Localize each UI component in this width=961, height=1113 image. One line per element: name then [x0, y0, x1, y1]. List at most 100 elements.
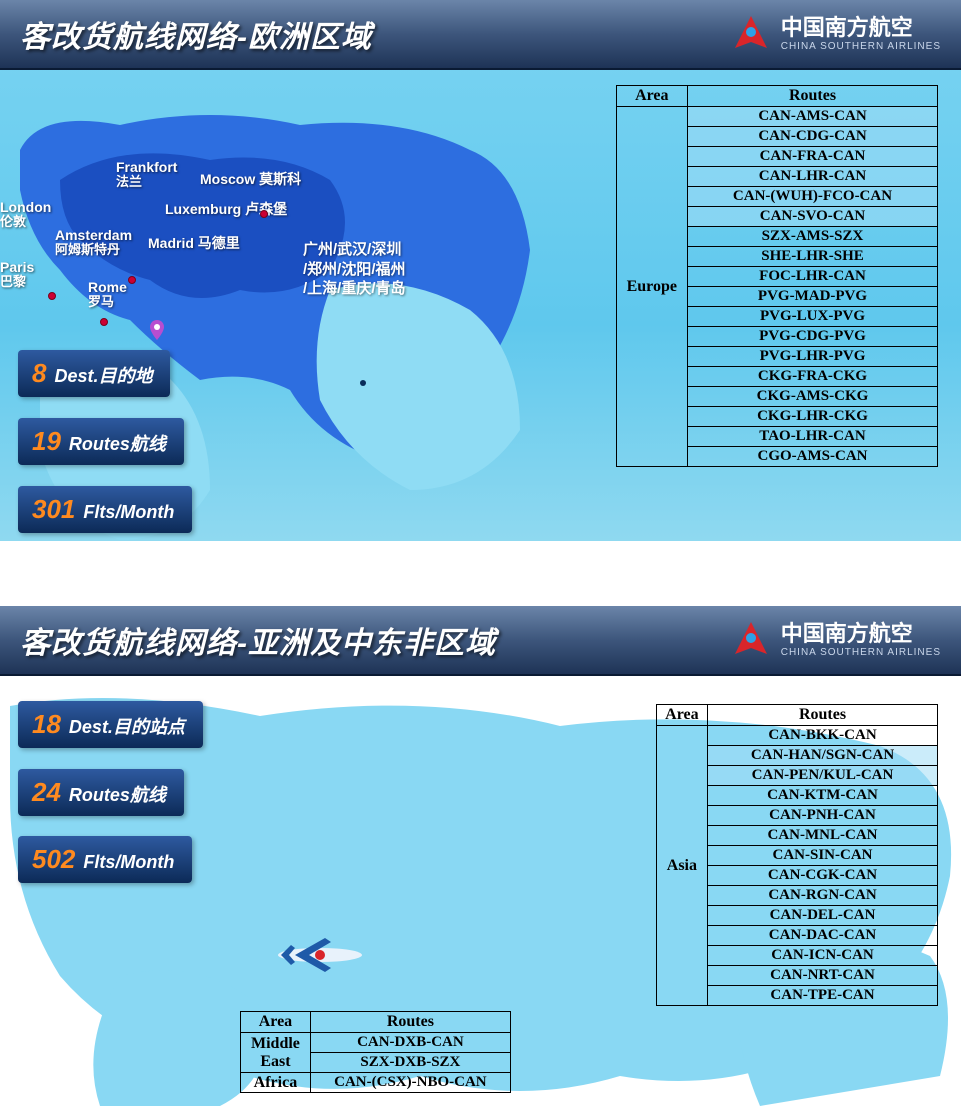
route-cell: CAN-CGK-CAN — [708, 866, 938, 886]
route-cell: CAN-RGN-CAN — [708, 886, 938, 906]
route-cell: CAN-PNH-CAN — [708, 806, 938, 826]
badge-number: 19 — [32, 426, 61, 457]
brand-zh: 中国南方航空 — [781, 622, 941, 646]
mea-routes-table: AreaRoutesMiddleEastCAN-DXB-CANSZX-DXB-S… — [240, 1011, 511, 1093]
brand-block: 中国南方航空 CHINA SOUTHERN AIRLINES — [729, 618, 941, 662]
route-cell: CAN-(CSX)-NBO-CAN — [310, 1073, 510, 1093]
panel2-title: 客改货航线网络-亚洲及中东非区域 — [20, 618, 496, 662]
route-cell: SZX-DXB-SZX — [310, 1053, 510, 1073]
city-cn: 法兰 — [116, 175, 177, 189]
europe-routes-table: AreaRoutesEuropeCAN-AMS-CANCAN-CDG-CANCA… — [616, 85, 938, 467]
cn-origin-line: /郑州/沈阳/福州 — [303, 260, 406, 280]
city-en: Amsterdam — [55, 227, 132, 243]
badge-number: 301 — [32, 494, 75, 525]
city-label: Moscow 莫斯科 — [200, 172, 301, 187]
brand-block: 中国南方航空 CHINA SOUTHERN AIRLINES — [729, 12, 941, 56]
city-cn: 罗马 — [88, 295, 127, 309]
brand-en: CHINA SOUTHERN AIRLINES — [781, 41, 941, 52]
route-cell: SHE-LHR-SHE — [688, 247, 938, 267]
stat-badge: 301 Flts/Month — [18, 486, 192, 533]
panel1-header: 客改货航线网络-欧洲区域 中国南方航空 CHINA SOUTHERN AIRLI… — [0, 0, 961, 70]
cn-origin-line: 广州/武汉/深圳 — [303, 240, 406, 260]
city-en: Madrid — [148, 235, 194, 251]
city-cn: 阿姆斯特丹 — [55, 243, 132, 257]
route-cell: CAN-SVO-CAN — [688, 207, 938, 227]
stat-badge: 19Routes航线 — [18, 418, 184, 465]
route-cell: CKG-FRA-CKG — [688, 367, 938, 387]
stat-badge: 502Flts/Month — [18, 836, 192, 883]
route-cell: CAN-KTM-CAN — [708, 786, 938, 806]
route-cell: CAN-FRA-CAN — [688, 147, 938, 167]
airplane-icon — [275, 930, 365, 980]
cn-origin-line: /上海/重庆/青岛 — [303, 279, 406, 299]
brand-text: 中国南方航空 CHINA SOUTHERN AIRLINES — [781, 622, 941, 657]
th-routes: Routes — [688, 86, 938, 107]
route-cell: CAN-TPE-CAN — [708, 986, 938, 1006]
madrid-pin-icon — [150, 320, 164, 340]
route-cell: CAN-PEN/KUL-CAN — [708, 766, 938, 786]
city-en: Moscow — [200, 171, 255, 187]
badge-number: 502 — [32, 844, 75, 875]
map-silhouette-icon — [0, 70, 540, 541]
route-cell: CKG-LHR-CKG — [688, 407, 938, 427]
city-en: Rome — [88, 279, 127, 295]
route-cell: CKG-AMS-CKG — [688, 387, 938, 407]
china-southern-logo-icon — [729, 618, 773, 662]
city-label: London伦敦 — [0, 200, 51, 230]
route-cell: FOC-LHR-CAN — [688, 267, 938, 287]
th-area: Area — [656, 705, 707, 726]
panel2-header: 客改货航线网络-亚洲及中东非区域 中国南方航空 CHINA SOUTHERN A… — [0, 606, 961, 676]
badge-label: Dest.目的地 — [54, 362, 152, 388]
badge-label: Flts/Month — [83, 502, 174, 523]
stat-badge: 24Routes航线 — [18, 769, 184, 816]
city-cn: 马德里 — [198, 235, 240, 251]
route-cell: CAN-HAN/SGN-CAN — [708, 746, 938, 766]
route-cell: CAN-CDG-CAN — [688, 127, 938, 147]
europe-map: London伦敦Amsterdam阿姆斯特丹Paris巴黎Frankfort法兰… — [0, 70, 540, 541]
th-routes: Routes — [708, 705, 938, 726]
route-cell: PVG-LUX-PVG — [688, 307, 938, 327]
city-en: London — [0, 199, 51, 215]
route-cell: CAN-DEL-CAN — [708, 906, 938, 926]
route-cell: CAN-AMS-CAN — [688, 107, 938, 127]
route-cell: PVG-CDG-PVG — [688, 327, 938, 347]
china-southern-logo-icon — [729, 12, 773, 56]
route-cell: CAN-SIN-CAN — [708, 846, 938, 866]
city-dot-icon — [48, 292, 56, 300]
europe-panel: 客改货航线网络-欧洲区域 中国南方航空 CHINA SOUTHERN AIRLI… — [0, 0, 961, 541]
city-dot-icon — [100, 318, 108, 326]
route-cell: SZX-AMS-SZX — [688, 227, 938, 247]
asia-routes-table: AreaRoutesAsiaCAN-BKK-CANCAN-HAN/SGN-CAN… — [656, 704, 938, 1006]
badge-number: 18 — [32, 709, 61, 740]
th-area: Area — [241, 1012, 311, 1033]
city-cn: 伦敦 — [0, 215, 51, 229]
city-en: Luxemburg — [165, 201, 241, 217]
city-label: Madrid 马德里 — [148, 236, 240, 251]
route-cell: CAN-NRT-CAN — [708, 966, 938, 986]
city-dot-icon — [128, 276, 136, 284]
route-cell: CGO-AMS-CAN — [688, 447, 938, 467]
th-area: Area — [616, 86, 687, 107]
route-cell: CAN-DXB-CAN — [310, 1033, 510, 1053]
area-cell: Europe — [616, 107, 687, 467]
city-cn: 莫斯科 — [259, 171, 301, 187]
city-en: Paris — [0, 259, 34, 275]
route-cell: TAO-LHR-CAN — [688, 427, 938, 447]
city-label: Rome罗马 — [88, 280, 127, 310]
route-cell: PVG-LHR-PVG — [688, 347, 938, 367]
area-cell: MiddleEast — [241, 1033, 311, 1073]
badge-number: 24 — [32, 777, 61, 808]
route-cell: CAN-(WUH)-FCO-CAN — [688, 187, 938, 207]
area-cell: Africa — [241, 1073, 311, 1093]
china-origins-list: 广州/武汉/深圳/郑州/沈阳/福州/上海/重庆/青岛 — [303, 240, 406, 299]
city-label: Frankfort法兰 — [116, 160, 177, 190]
badge-number: 8 — [32, 358, 46, 389]
stat-badge: 8 Dest.目的地 — [18, 350, 170, 397]
route-cell: PVG-MAD-PVG — [688, 287, 938, 307]
area-cell: Asia — [656, 726, 707, 1006]
city-en: Frankfort — [116, 159, 177, 175]
panel1-title: 客改货航线网络-欧洲区域 — [20, 12, 372, 56]
badge-label: Dest.目的站点 — [69, 713, 185, 739]
th-routes: Routes — [310, 1012, 510, 1033]
brand-en: CHINA SOUTHERN AIRLINES — [781, 647, 941, 658]
